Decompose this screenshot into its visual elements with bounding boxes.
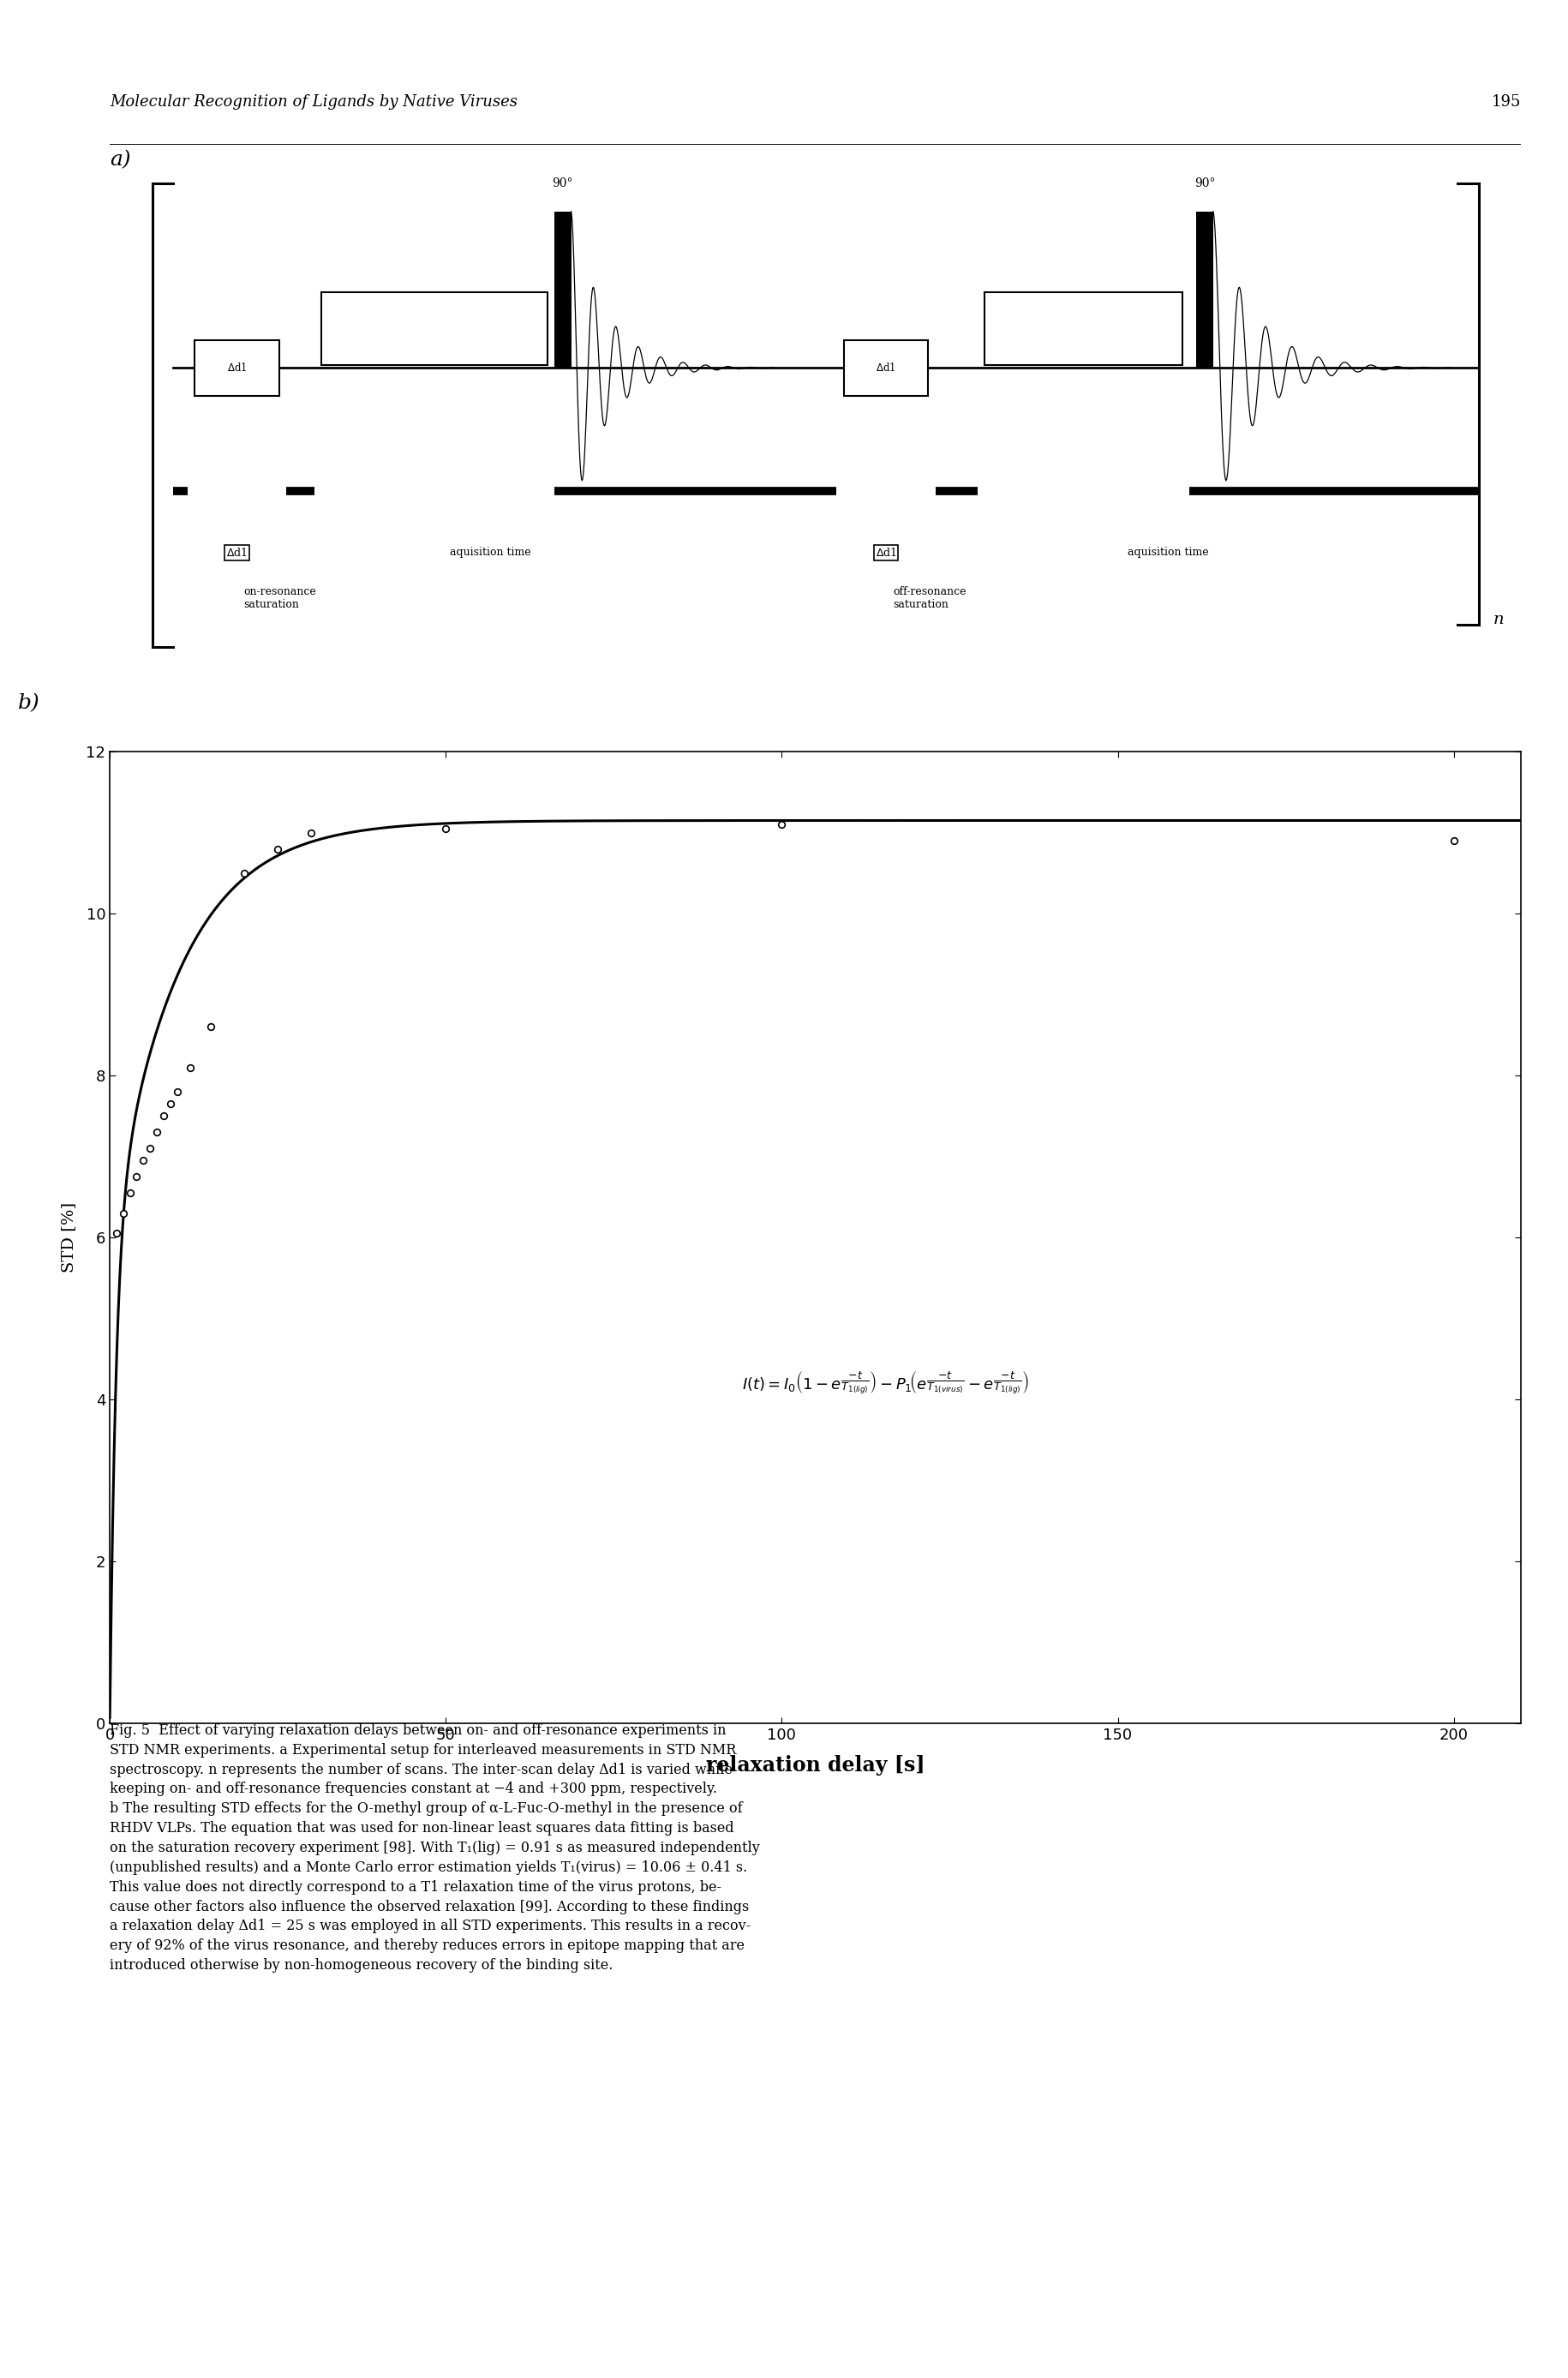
Bar (985, 292, 1182, 366)
Text: off-resonance
saturation: off-resonance saturation (894, 585, 966, 609)
Text: $\Delta$d1: $\Delta$d1 (875, 547, 897, 559)
Text: 90°: 90° (1195, 176, 1215, 190)
Text: Fig. 5  Effect of varying relaxation delays between on- and off-resonance experi: Fig. 5 Effect of varying relaxation dela… (110, 1724, 760, 1974)
X-axis label: relaxation delay [s]: relaxation delay [s] (706, 1755, 925, 1776)
Text: 90°: 90° (552, 176, 574, 190)
Text: 195: 195 (1491, 95, 1521, 109)
Text: $I(t) = I_0\left(1 - e^{\dfrac{-t}{T_{1(lig)}}}\right) - P_1\!\left(e^{\dfrac{-t: $I(t) = I_0\left(1 - e^{\dfrac{-t}{T_{1(… (742, 1370, 1030, 1396)
Text: b): b) (19, 692, 41, 713)
Bar (194, 340, 279, 395)
Text: a): a) (110, 150, 130, 169)
Text: $\Delta$d1: $\Delta$d1 (227, 361, 246, 373)
Text: aquisition time: aquisition time (1127, 547, 1209, 559)
Text: Molecular Recognition of Ligands by Native Viruses: Molecular Recognition of Ligands by Nati… (110, 95, 517, 109)
Bar (844, 340, 928, 395)
Bar (1196, 212, 1214, 369)
Text: $\Delta$d1: $\Delta$d1 (877, 361, 895, 373)
Text: on-resonance
saturation: on-resonance saturation (245, 585, 317, 609)
Text: n: n (1493, 611, 1504, 628)
Bar (555, 212, 571, 369)
Text: $\Delta$d1: $\Delta$d1 (226, 547, 248, 559)
Bar (321, 292, 547, 366)
Text: aquisition time: aquisition time (450, 547, 532, 559)
Y-axis label: STD [%]: STD [%] (61, 1203, 77, 1272)
